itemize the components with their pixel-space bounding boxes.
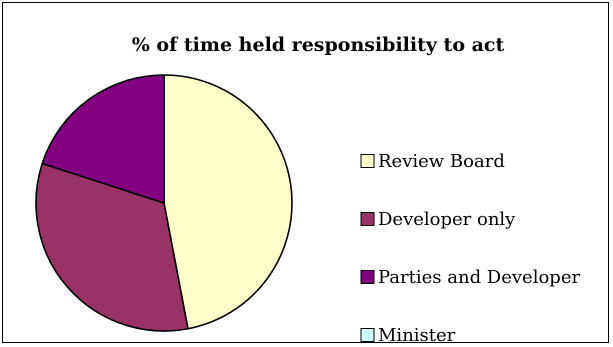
legend-label-parties-and-developer: Parties and Developer	[378, 267, 580, 288]
legend-label-developer-only: Developer only	[378, 209, 516, 230]
legend-label-minister: Minister	[378, 325, 456, 346]
pie-slice-review-board	[163, 74, 293, 330]
legend-swatch-parties-and-developer	[360, 270, 375, 284]
legend-swatch-review-board	[360, 154, 375, 168]
pie-slice-parties-and-developer	[41, 74, 165, 204]
pie-slice-developer-only	[35, 162, 189, 332]
legend-label-review-board: Review Board	[378, 151, 505, 172]
legend-swatch-minister	[360, 328, 375, 342]
chart-title: % of time held responsibility to act	[132, 34, 505, 56]
legend: Review Board Developer only Parties and De…	[360, 151, 580, 346]
pie-slices	[35, 74, 293, 332]
legend-swatch-developer-only	[360, 212, 375, 226]
